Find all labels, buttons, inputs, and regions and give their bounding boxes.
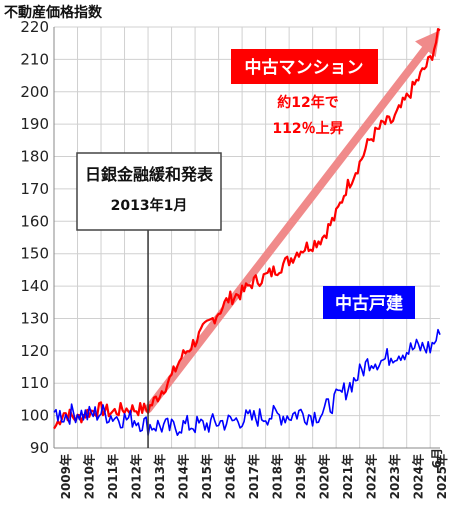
- event-annotation-box: 日銀金融緩和発表 2013年1月: [76, 152, 222, 231]
- y-tick-label: 130: [20, 309, 49, 327]
- x-tick-label: 2014年: [175, 454, 190, 499]
- x-tick-label: 2022年: [363, 454, 378, 499]
- x-tick-label: 2021年: [340, 454, 355, 499]
- x-tick-label: 2018年: [269, 454, 284, 499]
- mansion-series-label: 中古マンション: [231, 49, 378, 84]
- x-tick-label: 2019年: [293, 454, 308, 499]
- end-month-label: 6月: [430, 448, 444, 468]
- y-tick-labels: 90 100 110 120 130 140 150 160 170 180 190 200 210 22…: [20, 18, 49, 457]
- mansion-label-text: 中古マンション: [245, 57, 364, 78]
- x-tick-labels: 2009年 2010年 2011年 2012年 2013年 2014年 2015年 2016年…: [58, 454, 449, 499]
- x-tick-label: 2015年: [199, 454, 214, 499]
- y-tick-label: 100: [20, 407, 49, 425]
- mansion-note-line1: 約12年で: [277, 94, 338, 111]
- x-tick-label: 2010年: [81, 454, 96, 499]
- y-tick-label: 160: [20, 212, 49, 230]
- x-tick-label: 2012年: [128, 454, 143, 499]
- series-line-mansion: [53, 28, 441, 430]
- series-lines: [53, 28, 441, 436]
- y-tick-label: 110: [20, 374, 49, 392]
- x-tick-label: 2017年: [246, 454, 261, 499]
- trend-arrow-shaft: [144, 45, 430, 414]
- mansion-note-line2: 112％上昇: [272, 121, 343, 137]
- x-tick-label: 2025年: [434, 454, 449, 499]
- house-label-text: 中古戸建: [335, 293, 403, 314]
- y-tick-label: 200: [20, 83, 49, 101]
- y-tick-label: 220: [20, 18, 49, 36]
- y-tick-label: 170: [20, 180, 49, 198]
- x-tick-label: 2009年: [58, 454, 73, 499]
- x-tick-label: 2020年: [316, 454, 331, 499]
- x-tick-label: 2024年: [410, 454, 425, 499]
- x-tick-label: 2011年: [105, 454, 120, 499]
- y-tick-label: 140: [20, 277, 49, 295]
- y-tick-label: 180: [20, 148, 49, 166]
- y-tick-label: 150: [20, 245, 49, 263]
- y-tick-label: 190: [20, 115, 49, 133]
- x-tick-label: 2013年: [152, 454, 167, 499]
- y-tick-label: 120: [20, 342, 49, 360]
- series-line-house: [53, 328, 441, 436]
- house-series-label: 中古戸建: [323, 286, 415, 319]
- event-title: 日銀金融緩和発表: [85, 165, 214, 184]
- x-tick-label: 2023年: [387, 454, 402, 499]
- y-tick-label: 210: [20, 50, 49, 68]
- y-axis-label: 不動産価格指数: [4, 4, 103, 21]
- y-tick-label: 90: [30, 439, 49, 457]
- x-tick-label: 2016年: [222, 454, 237, 499]
- event-date: 2013年1月: [111, 197, 188, 214]
